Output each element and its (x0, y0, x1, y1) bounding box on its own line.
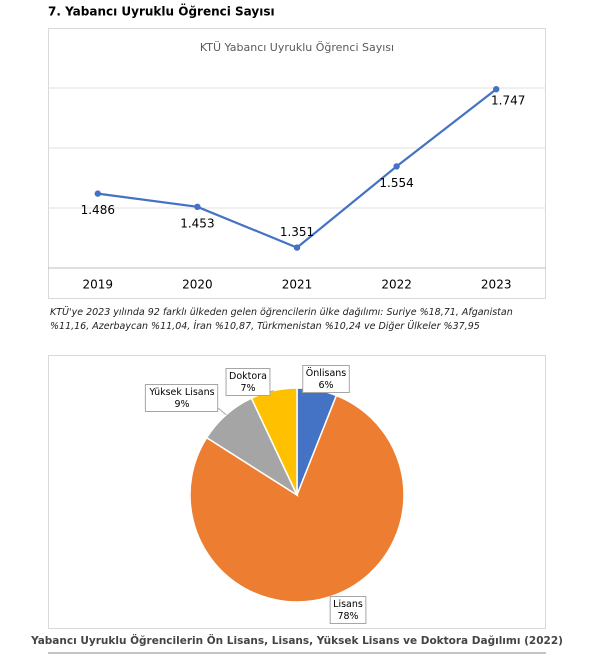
chart-title: KTÜ Yabancı Uyruklu Öğrenci Sayısı (200, 41, 394, 54)
caption: Yabancı Uyruklu Öğrencilerin Ön Lisans, … (30, 633, 563, 647)
label-box (144, 384, 219, 412)
slice-percent: 9% (174, 399, 189, 410)
point (393, 163, 400, 170)
slice-label: Lisans 78% (333, 599, 363, 622)
point (293, 244, 301, 251)
note: KTÜ'ye 2023 yılında 92 farklı ülkeden ge… (50, 307, 513, 332)
point (493, 86, 500, 93)
slice-percent: 6% (318, 380, 333, 391)
heading: 7. Yabancı Uyruklu Öğrenci Sayısı (48, 4, 275, 19)
slice-name: Doktora (229, 371, 267, 382)
label-box (329, 596, 367, 624)
data-label: 1.453 (180, 216, 214, 230)
x-tick-label: 2023 (481, 278, 512, 292)
line-chart-frame (48, 28, 546, 299)
slice-label: Doktora 7% (229, 371, 267, 394)
x-tick-label: 2022 (381, 278, 412, 292)
data-label: 1.554 (379, 176, 413, 190)
slice-percent: 7% (240, 383, 255, 394)
slice-name: Lisans (333, 599, 363, 610)
data-label: 1.747 (491, 94, 525, 108)
point (194, 203, 201, 210)
label-box (225, 368, 271, 396)
slice-name: Önlisans (306, 368, 347, 379)
data-label: 1.486 (81, 203, 115, 217)
data-label: 1.351 (280, 225, 314, 239)
label-box (302, 365, 350, 393)
pie-slice (250, 387, 298, 496)
x-tick-label: 2019 (83, 278, 114, 292)
slice-name: Yüksek Lisans (148, 387, 214, 398)
x-tick-label: 2021 (282, 278, 313, 292)
x-tick-label: 2020 (182, 278, 213, 292)
slice-label: Yüksek Lisans 9% (148, 387, 214, 410)
slice-percent: 78% (337, 611, 358, 622)
point (94, 190, 102, 197)
slice-label: Önlisans 6% (306, 368, 347, 391)
